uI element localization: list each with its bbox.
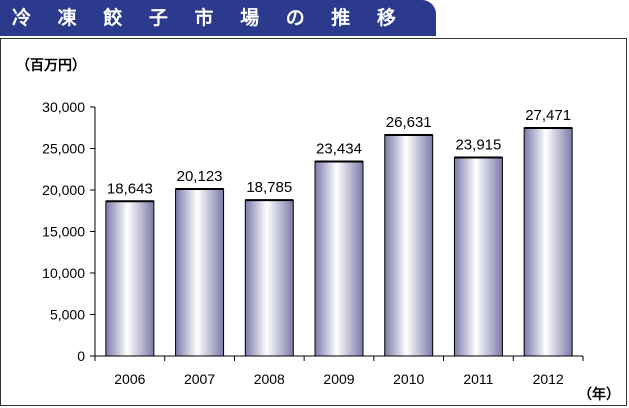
- data-label-2006: 18,643: [107, 180, 153, 197]
- y-tick-label: 0: [77, 348, 85, 364]
- bar-2010: [384, 134, 434, 357]
- data-label-2010: 26,631: [386, 114, 432, 131]
- bar-2007: [175, 188, 225, 357]
- data-label-2007: 20,123: [177, 168, 223, 185]
- y-axis-unit-label: （百万円）: [16, 58, 86, 74]
- y-tick-label: 10,000: [42, 265, 85, 281]
- data-label-2009: 23,434: [316, 140, 362, 157]
- chart-frame: [0, 38, 627, 406]
- y-tick-label: 25,000: [42, 141, 85, 157]
- bar-2008: [244, 199, 294, 357]
- y-tick-label: 20,000: [42, 182, 85, 198]
- data-label-2012: 27,471: [525, 107, 571, 124]
- bar-2012: [523, 127, 573, 357]
- y-tick-label: 15,000: [42, 224, 85, 240]
- bar-2006: [105, 200, 155, 357]
- x-tick-label-2010: 2010: [393, 371, 424, 387]
- x-tick-label-2009: 2009: [323, 371, 354, 387]
- x-tick-label-2006: 2006: [114, 371, 145, 387]
- x-tick-label-2012: 2012: [533, 371, 564, 387]
- bar-2011: [453, 157, 503, 357]
- chart-title: 冷 凍 餃 子 市 場 の 推 移: [0, 0, 436, 36]
- bar-2009: [314, 160, 364, 357]
- x-tick-label-2008: 2008: [254, 371, 285, 387]
- data-label-2008: 18,785: [246, 179, 292, 196]
- x-tick-label-2011: 2011: [463, 371, 493, 387]
- y-tick-label: 30,000: [42, 99, 85, 115]
- data-label-2011: 23,915: [455, 137, 501, 154]
- y-tick-label: 5,000: [50, 307, 85, 323]
- x-axis-unit-label: （年）: [578, 387, 620, 403]
- x-tick-label-2007: 2007: [184, 371, 215, 387]
